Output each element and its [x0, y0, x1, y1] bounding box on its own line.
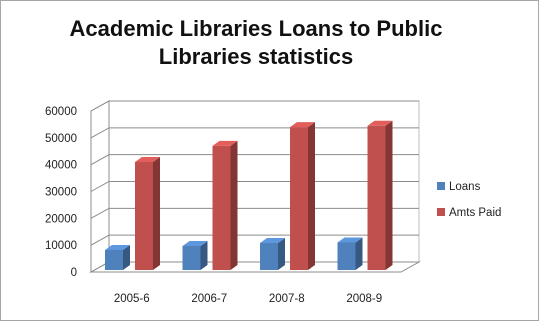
x-tick-label: 2005-6	[114, 293, 150, 305]
y-tick-label: 50000	[45, 133, 77, 145]
gridline	[90, 154, 419, 166]
bar-top	[105, 244, 130, 250]
bar-side	[123, 244, 130, 270]
bar-top	[135, 156, 160, 162]
chart-title: Academic Libraries Loans to Public Libra…	[21, 15, 491, 71]
bar-front	[105, 249, 123, 270]
y-tick-label: 40000	[45, 160, 77, 172]
bar-side	[230, 140, 238, 270]
bar-side	[278, 238, 285, 270]
y-tick-label: 60000	[45, 106, 77, 118]
y-tick-label: 20000	[45, 213, 77, 225]
x-tick-label: 2006-7	[191, 293, 227, 305]
x-tick-label: 2008-9	[346, 293, 382, 305]
gridline	[90, 234, 419, 246]
bar-side	[308, 122, 315, 270]
bar-front	[135, 161, 153, 270]
bar-side	[355, 237, 363, 270]
bar-front	[212, 145, 231, 270]
bar	[367, 120, 393, 270]
bar	[337, 237, 363, 270]
bar-side	[153, 156, 160, 270]
bar-top	[212, 140, 238, 146]
x-tick-label: 2007-8	[269, 293, 305, 305]
gridline	[90, 127, 419, 139]
bar-front	[367, 125, 386, 270]
bar-front	[260, 243, 278, 270]
bar-top	[367, 120, 393, 126]
legend-item: Amts Paid	[437, 207, 501, 219]
legend-label: Loans	[449, 181, 481, 193]
bar-front	[182, 245, 201, 270]
chart-title-line-1: Academic Libraries Loans to Public	[69, 16, 443, 41]
bar	[182, 240, 208, 270]
bar	[105, 244, 130, 270]
legend-item: Loans	[437, 181, 481, 193]
legend-label: Amts Paid	[449, 207, 501, 219]
bar-top	[182, 240, 208, 246]
legend-swatch	[437, 182, 445, 190]
bar-top	[337, 237, 363, 243]
x-axis-ticks: 2005-6 2006-7 2007-8 2008-9	[114, 293, 382, 305]
bar-top	[290, 122, 315, 128]
bar	[212, 140, 238, 270]
bar-top	[260, 238, 285, 244]
y-tick-label: 0	[71, 267, 77, 279]
y-tick-label: 10000	[45, 240, 77, 252]
bar	[260, 238, 285, 270]
bar	[290, 122, 315, 270]
gridline	[90, 181, 419, 192]
legend: Loans Amts Paid	[437, 181, 501, 219]
gridline	[90, 207, 419, 219]
y-tick-label: 30000	[45, 187, 77, 199]
y-axis-ticks: 0 10000 20000 30000 40000 50000 60000	[45, 106, 77, 279]
bar	[135, 156, 160, 270]
gridlines	[90, 100, 419, 273]
bar-side	[385, 120, 393, 270]
bar-front	[290, 127, 308, 270]
legend-swatch	[437, 208, 445, 216]
bars	[105, 120, 393, 270]
bar-front	[337, 242, 356, 270]
gridline	[90, 100, 419, 112]
chart-title-line-2: Libraries statistics	[158, 44, 354, 69]
bar-side	[200, 240, 208, 270]
